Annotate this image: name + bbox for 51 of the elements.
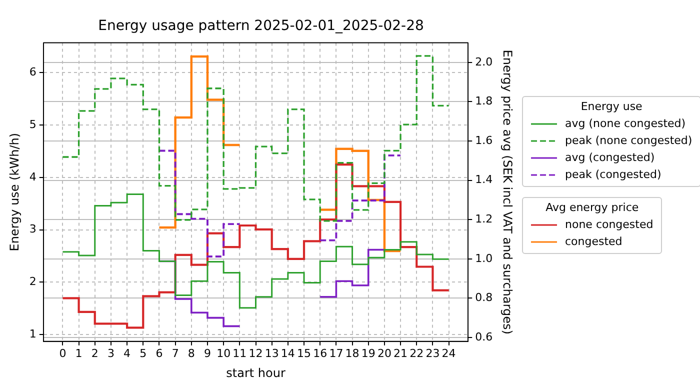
x-tick-label: 8 (188, 346, 195, 360)
x-tick-label: 6 (156, 346, 163, 360)
y-tick-label: 6 (29, 66, 36, 79)
legend-label: avg (congested) (565, 151, 655, 164)
x-tick-label: 12 (248, 346, 263, 360)
x-tick-label: 24 (442, 346, 456, 360)
x-tick-label: 1 (75, 346, 82, 360)
x-tick-label: 9 (204, 346, 211, 360)
x-tick-label: 7 (172, 346, 179, 360)
x-tick-label: 0 (59, 346, 66, 360)
x-tick-label: 20 (377, 346, 392, 360)
y2-tick-label: 1.8 (475, 94, 493, 108)
legend-label: peak (congested) (565, 168, 662, 181)
y-axis-title: Energy use (kWh/h) (7, 132, 22, 252)
x-tick-label: 4 (124, 346, 131, 360)
x-tick-label: 17 (329, 346, 344, 360)
y-tick-label: 2 (29, 275, 36, 288)
y2-tick-label: 1.6 (475, 134, 493, 147)
x-tick-label: 3 (107, 346, 114, 360)
x-tick-label: 22 (410, 346, 424, 360)
legend-label: avg (none congested) (565, 117, 686, 130)
y2-tick-label: 2.0 (475, 55, 493, 68)
legend-label: peak (none congested) (565, 134, 692, 147)
x-tick-label: 15 (297, 346, 312, 360)
x-tick-label: 21 (394, 346, 408, 360)
legend-label: none congested (565, 218, 654, 231)
y2-tick-label: 0.8 (475, 291, 493, 304)
x-tick-label: 14 (280, 346, 295, 360)
y-tick-label: 4 (29, 170, 36, 184)
y2-axis-title: Energy price avg (SEK incl VAT and surcharges) (500, 50, 515, 334)
y-tick-label: 3 (29, 222, 36, 236)
x-tick-label: 10 (216, 346, 231, 360)
x-tick-label: 18 (345, 346, 360, 360)
chart-title: Energy usage pattern 2025-02-01_2025-02-28 (98, 18, 424, 34)
x-tick-label: 23 (426, 346, 440, 360)
x-axis-title: start hour (226, 366, 286, 380)
legend-label: congested (565, 235, 622, 248)
x-tick-label: 11 (232, 346, 247, 360)
x-tick-label: 19 (361, 346, 376, 360)
x-tick-label: 13 (264, 346, 279, 360)
x-tick-label: 16 (313, 346, 328, 360)
x-tick-label: 5 (140, 346, 147, 360)
y-tick-label: 1 (29, 327, 36, 340)
x-tick-label: 2 (91, 346, 98, 360)
y2-tick-label: 1.4 (475, 173, 493, 186)
y2-tick-label: 0.6 (475, 330, 493, 344)
y2-tick-label: 1.0 (475, 252, 493, 265)
legend-title: Energy use (580, 100, 644, 113)
y-tick-label: 5 (29, 118, 36, 131)
y2-tick-label: 1.2 (475, 212, 493, 226)
text: Avg energy price (544, 201, 640, 214)
